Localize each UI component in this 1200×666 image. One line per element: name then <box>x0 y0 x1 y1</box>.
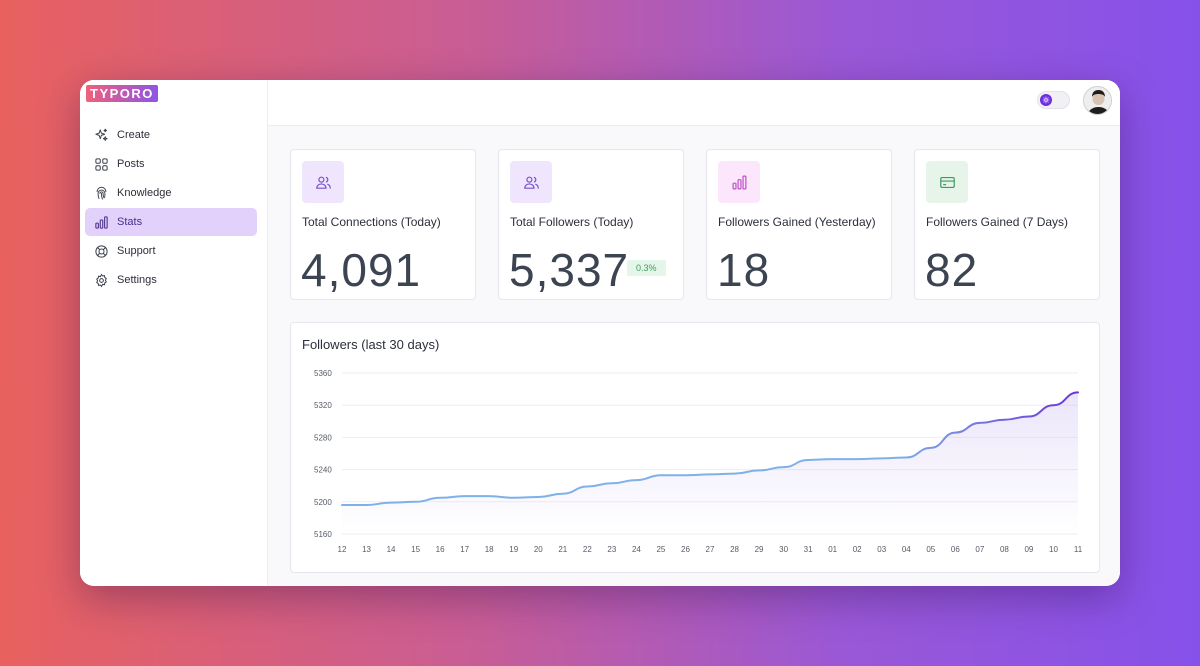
card-title: Followers Gained (Yesterday) <box>718 215 876 229</box>
x-tick-label: 24 <box>632 545 641 554</box>
x-tick-label: 16 <box>436 545 445 554</box>
sparkles-icon <box>95 128 108 141</box>
x-tick-label: 06 <box>951 545 960 554</box>
x-tick-label: 25 <box>656 545 665 554</box>
chart-title: Followers (last 30 days) <box>302 337 440 352</box>
stat-card-followers-7-days: Followers Gained (7 Days) 82 <box>914 149 1100 300</box>
sidebar-nav: Create Posts Knowledge Stats Support Set… <box>85 121 257 295</box>
x-tick-label: 08 <box>1000 545 1009 554</box>
x-tick-label: 01 <box>828 545 837 554</box>
sidebar-item-label: Support <box>117 245 156 257</box>
credit-card-icon <box>926 161 968 203</box>
card-title: Total Connections (Today) <box>302 215 441 229</box>
logo[interactable]: TYPORO <box>86 85 158 102</box>
x-tick-label: 03 <box>877 545 886 554</box>
card-value: 18 <box>717 244 771 296</box>
bar-chart-icon <box>718 161 760 203</box>
x-tick-label: 13 <box>362 545 371 554</box>
x-tick-label: 19 <box>509 545 518 554</box>
followers-chart-card: 5160 5200 5240 5280 5320 5360 12 13 14 15 16 17 18 19… <box>290 322 1100 573</box>
sidebar: TYPORO Create Posts Knowledge Stats Supp… <box>80 80 268 586</box>
change-badge: 0.3% <box>627 260 666 276</box>
sidebar-item-label: Create <box>117 129 151 141</box>
main-content: Total Connections (Today) 4,091 Total Fo… <box>268 80 1120 586</box>
theme-toggle[interactable] <box>1037 91 1070 109</box>
card-title: Total Followers (Today) <box>510 215 634 229</box>
x-tick-label: 21 <box>558 545 567 554</box>
y-tick-label: 5240 <box>314 466 332 475</box>
sidebar-item-posts[interactable]: Posts <box>85 150 257 178</box>
y-tick-label: 5360 <box>314 369 332 378</box>
users-icon <box>302 161 344 203</box>
x-tick-label: 17 <box>460 545 469 554</box>
x-tick-label: 07 <box>975 545 984 554</box>
sidebar-item-settings[interactable]: Settings <box>85 266 257 294</box>
users-icon <box>510 161 552 203</box>
x-tick-label: 05 <box>926 545 935 554</box>
sidebar-item-label: Settings <box>117 274 157 286</box>
sidebar-item-stats[interactable]: Stats <box>85 208 257 236</box>
series-line <box>341 391 1079 507</box>
sidebar-item-label: Knowledge <box>117 187 172 199</box>
stat-card-followers-yesterday: Followers Gained (Yesterday) 18 <box>706 149 892 300</box>
x-tick-label: 29 <box>755 545 764 554</box>
sun-icon <box>1040 94 1052 106</box>
x-tick-label: 10 <box>1049 545 1058 554</box>
x-tick-label: 27 <box>706 545 715 554</box>
top-bar <box>268 80 1120 126</box>
card-value: 82 <box>925 244 979 296</box>
x-tick-label: 14 <box>387 545 396 554</box>
followers-chart: 5160 5200 5240 5280 5320 5360 12 13 14 15 16 17 18 19… <box>314 369 1083 554</box>
x-tick-label: 12 <box>338 545 347 554</box>
stats-cards: Total Connections (Today) 4,091 Total Fo… <box>290 149 1100 300</box>
sidebar-item-create[interactable]: Create <box>85 121 257 149</box>
x-tick-label: 18 <box>485 545 494 554</box>
bar-chart-icon <box>95 215 108 229</box>
series-area <box>342 392 1078 534</box>
card-title: Followers Gained (7 Days) <box>926 215 1069 229</box>
app-window: TYPORO Create Posts Knowledge Stats Supp… <box>80 80 1120 586</box>
stat-card-total-connections: Total Connections (Today) 4,091 <box>290 149 476 300</box>
x-tick-label: 09 <box>1024 545 1033 554</box>
x-tick-label: 15 <box>411 545 420 554</box>
x-tick-label: 26 <box>681 545 690 554</box>
x-tick-label: 20 <box>534 545 543 554</box>
x-tick-label: 04 <box>902 545 911 554</box>
grid-icon <box>95 157 108 171</box>
sidebar-item-label: Posts <box>117 158 145 170</box>
fingerprint-icon <box>96 186 107 200</box>
avatar[interactable] <box>1083 86 1112 115</box>
lifebuoy-icon <box>95 244 108 258</box>
y-tick-label: 5160 <box>314 530 332 539</box>
x-tick-label: 30 <box>779 545 788 554</box>
sidebar-item-support[interactable]: Support <box>85 237 257 265</box>
gear-icon <box>96 273 107 287</box>
x-tick-label: 23 <box>607 545 616 554</box>
x-tick-label: 28 <box>730 545 739 554</box>
y-tick-label: 5320 <box>314 401 332 410</box>
stat-card-total-followers: Total Followers (Today) 5,337 0.3% <box>498 149 684 300</box>
y-tick-label: 5280 <box>314 433 332 442</box>
x-tick-label: 31 <box>804 545 813 554</box>
y-tick-label: 5200 <box>314 498 332 507</box>
x-tick-label: 11 <box>1074 545 1083 554</box>
x-tick-label: 22 <box>583 545 592 554</box>
x-tick-label: 02 <box>853 545 862 554</box>
card-value: 5,337 <box>509 244 630 296</box>
card-value: 4,091 <box>301 244 422 296</box>
sidebar-item-knowledge[interactable]: Knowledge <box>85 179 257 207</box>
sidebar-item-label: Stats <box>117 216 143 228</box>
